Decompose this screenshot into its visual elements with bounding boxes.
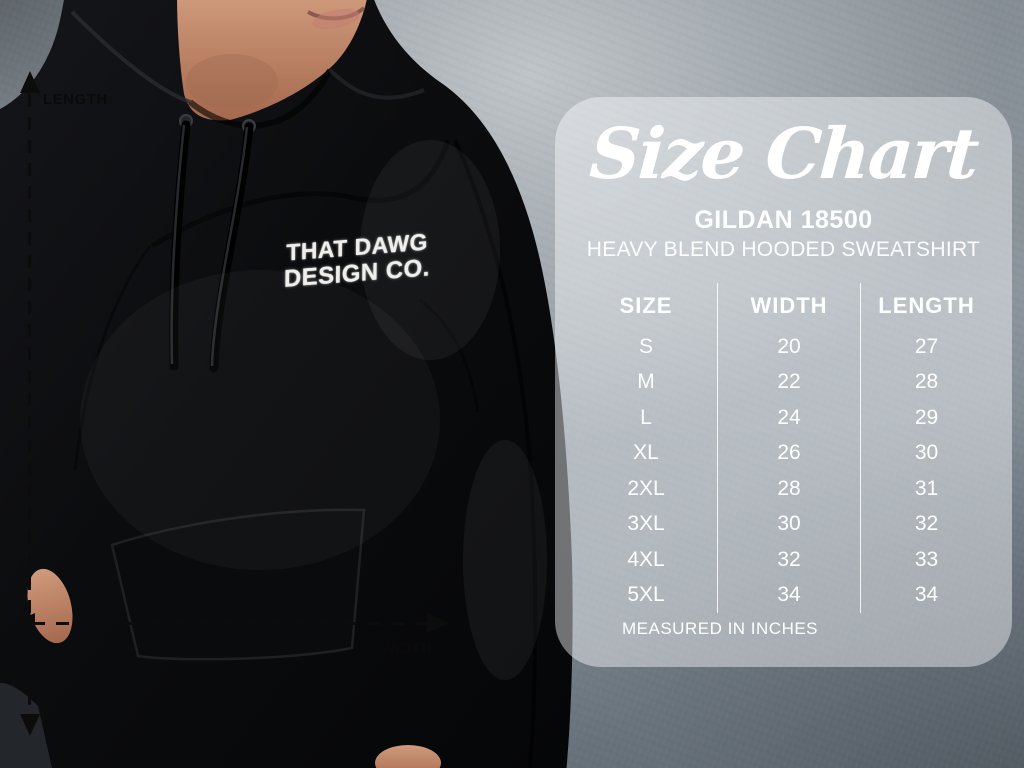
- cell-size: 5XL: [627, 583, 665, 607]
- width-arrow-right-icon: [427, 613, 449, 633]
- size-table-header-size: SIZE: [619, 293, 673, 318]
- drawstring-left: [169, 120, 191, 371]
- cell-size: 4XL: [627, 547, 665, 571]
- cell-size: 3XL: [627, 512, 665, 536]
- length-arrow-up-icon: [20, 71, 40, 93]
- product-name: HEAVY BLEND HOODED SWEATSHIRT: [586, 238, 981, 261]
- cell-length: 28: [860, 364, 992, 400]
- cell-size: XL: [633, 441, 659, 465]
- cell-width: 34: [717, 577, 860, 613]
- cell-width: 24: [717, 400, 860, 436]
- cell-size: M: [637, 370, 655, 394]
- sleeve-seam: [453, 139, 538, 768]
- measurement-unit-note: MEASURED IN INCHES: [622, 619, 819, 638]
- fabric-sheen-sleeve: [463, 440, 547, 680]
- chin-shading: [186, 54, 278, 110]
- cell-width: 22: [717, 364, 860, 400]
- cell-length: 31: [860, 471, 992, 507]
- drawstring-left-highlight: [170, 124, 186, 365]
- product-model: GILDAN 18500: [694, 206, 873, 234]
- cell-length: 30: [860, 435, 992, 471]
- cell-width: 20: [717, 329, 860, 365]
- length-dashed-line: [28, 94, 31, 712]
- length-arrow-down-icon: [20, 714, 40, 736]
- cell-length: 27: [860, 329, 992, 365]
- hood-collar: [188, 68, 333, 129]
- drawstring-right-highlight: [210, 126, 249, 367]
- drawstring-right: [209, 122, 254, 373]
- size-chart-panel: Size Chart GILDAN 18500 HEAVY BLEND HOOD…: [555, 97, 1012, 667]
- cell-size: L: [640, 405, 652, 429]
- width-dashed-line: [32, 622, 430, 625]
- cell-width: 26: [717, 435, 860, 471]
- armpit-crease: [419, 298, 480, 413]
- cell-length: 33: [860, 542, 992, 578]
- right-hand: [375, 745, 441, 768]
- fabric-sheen-shoulder: [360, 140, 500, 360]
- size-chart-title: Size Chart: [587, 112, 980, 195]
- hood-fold-right: [328, 68, 425, 100]
- cell-width: 32: [717, 542, 860, 578]
- length-label: LENGTH: [43, 91, 108, 108]
- hood-fold-left: [70, 10, 191, 104]
- kangaroo-pocket: [110, 508, 366, 661]
- cell-length: 29: [860, 400, 992, 436]
- shoulder-seam: [73, 245, 152, 471]
- cell-width: 30: [717, 506, 860, 542]
- width-label: WIDTH: [381, 640, 433, 657]
- size-table-header-width: WIDTH: [717, 283, 860, 329]
- cell-size: S: [638, 334, 653, 358]
- cell-length: 32: [860, 506, 992, 542]
- size-table-header-length: LENGTH: [860, 283, 992, 329]
- lip-tint: [312, 8, 360, 30]
- model-neck: [177, 0, 367, 121]
- width-arrow-left-icon: [13, 613, 35, 633]
- cell-length: 34: [860, 577, 992, 613]
- hood-crease: [150, 139, 451, 249]
- cell-size: 2XL: [627, 476, 665, 500]
- cell-width: 28: [717, 471, 860, 507]
- size-table: SIZE WIDTH LENGTH S 20 27 M 22 28 L 24 2…: [575, 283, 992, 613]
